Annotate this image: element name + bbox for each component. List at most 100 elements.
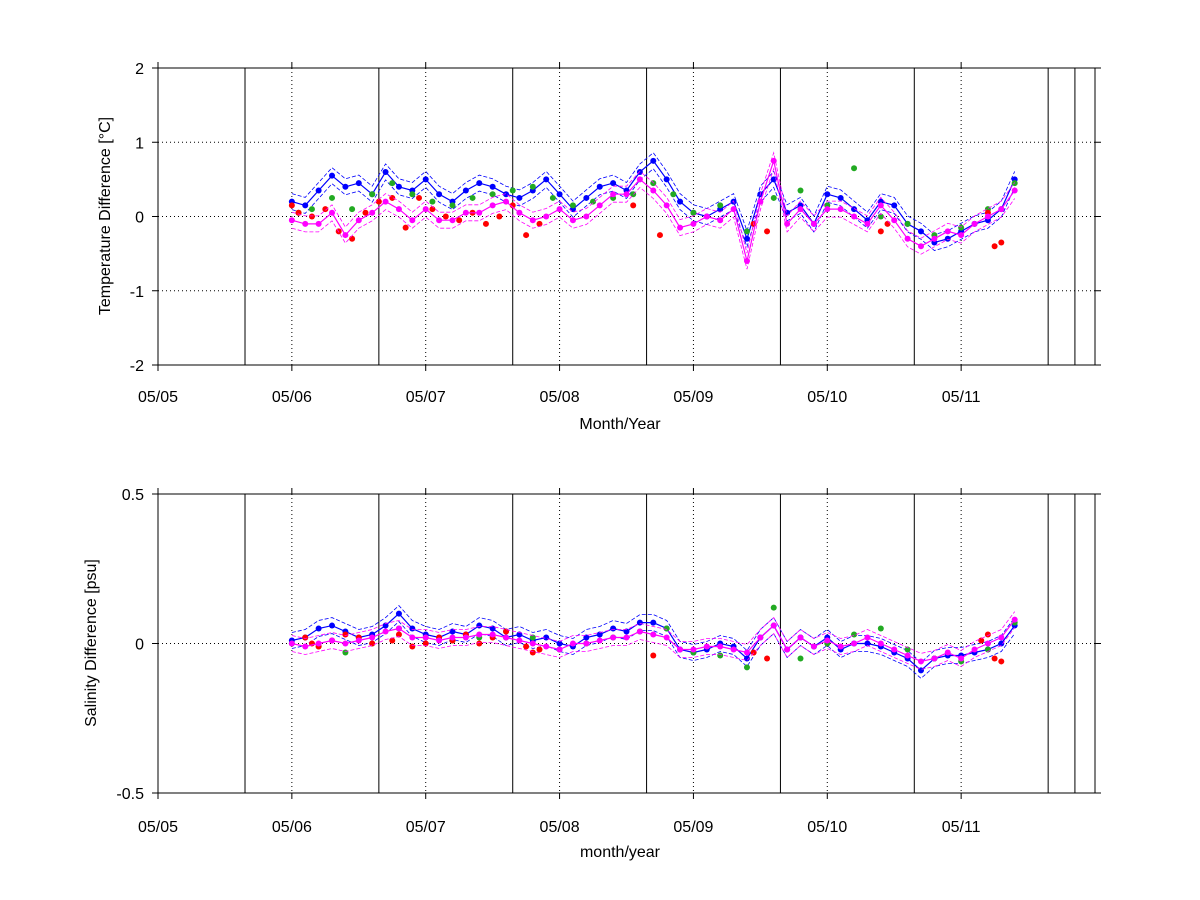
temperature-grid xyxy=(158,68,1095,365)
salinity-y-tick-label: 0.5 xyxy=(122,487,144,504)
temperature-green-point xyxy=(409,191,416,198)
temperature-red-point xyxy=(991,243,998,250)
salinity-blue-envelope-upper xyxy=(291,605,1016,663)
salinity-blue-point xyxy=(650,619,657,626)
temperature-blue-point xyxy=(610,180,617,187)
salinity-magenta-point xyxy=(917,658,924,665)
salinity-blue-point xyxy=(864,640,871,647)
temperature-blue-point xyxy=(503,191,510,198)
salinity-grid xyxy=(158,494,1095,793)
salinity-green-point xyxy=(663,625,670,632)
temperature-green-point xyxy=(851,165,858,172)
salinity-red-point xyxy=(523,643,530,650)
temperature-blue-point xyxy=(516,194,523,201)
salinity-x-tick-label: 05/11 xyxy=(942,819,981,836)
temperature-blue-point xyxy=(944,235,951,242)
salinity-magenta-point xyxy=(743,649,750,656)
temperature-green-point xyxy=(329,194,336,201)
temperature-blue-point xyxy=(650,157,657,164)
temperature-blue-point xyxy=(422,176,429,183)
salinity-x-axis-label: month/year xyxy=(580,844,661,861)
temperature-magenta-point xyxy=(797,206,804,213)
temperature-red-point xyxy=(630,202,637,209)
temperature-red-point xyxy=(375,198,382,205)
temperature-x-tick-label: 05/05 xyxy=(138,389,178,406)
temperature-x-tick-label: 05/10 xyxy=(807,389,847,406)
temperature-red-point xyxy=(998,239,1005,246)
temperature-magenta-point xyxy=(369,209,376,216)
salinity-magenta-point xyxy=(449,634,456,641)
salinity-blue-point xyxy=(583,634,590,641)
temperature-y-tick-label: 2 xyxy=(135,61,144,78)
temperature-green-point xyxy=(670,191,677,198)
salinity-magenta-point xyxy=(864,634,871,641)
temperature-ticks: 05/05 05/06 05/07 05/08 05/09 05/10 05/11 -2 -1 0… xyxy=(130,61,1101,406)
temperature-y-axis-label: Temperature Difference [°C] xyxy=(97,117,114,315)
temperature-magenta-point xyxy=(315,220,322,227)
salinity-green-point xyxy=(529,634,536,641)
salinity-magenta-point xyxy=(355,637,362,644)
temperature-red-point xyxy=(884,220,891,227)
temperature-magenta-point xyxy=(971,220,978,227)
temperature-blue-point xyxy=(543,176,550,183)
temperature-panel: 05/05 05/06 05/07 05/08 05/09 05/10 05/11 -2 -1 0… xyxy=(97,61,1101,433)
temperature-green-point xyxy=(489,191,496,198)
temperature-series xyxy=(288,151,1018,270)
salinity-magenta-point xyxy=(998,634,1005,641)
salinity-x-tick-label: 05/10 xyxy=(807,819,847,836)
salinity-magenta-point xyxy=(395,625,402,632)
temperature-magenta-point xyxy=(877,202,884,209)
salinity-x-tick-label: 05/06 xyxy=(272,819,312,836)
temperature-magenta-point xyxy=(663,202,670,209)
temperature-magenta-point xyxy=(730,206,737,213)
temperature-green-point xyxy=(529,183,536,190)
salinity-series xyxy=(288,604,1018,679)
temperature-blue-point xyxy=(315,187,322,194)
salinity-blue-point xyxy=(395,610,402,617)
temperature-magenta-point xyxy=(770,157,777,164)
salinity-magenta-point xyxy=(503,634,510,641)
salinity-red-point xyxy=(978,637,985,644)
salinity-x-tick-label: 05/05 xyxy=(138,819,178,836)
temperature-red-point xyxy=(482,220,489,227)
temperature-magenta-point xyxy=(302,220,309,227)
temperature-green-point xyxy=(308,206,315,213)
temperature-x-tick-label: 05/11 xyxy=(942,389,981,406)
temperature-blue-envelope-upper xyxy=(291,152,1016,235)
temperature-green-point xyxy=(690,209,697,216)
temperature-magenta-point xyxy=(958,232,965,239)
temperature-x-tick-label: 05/06 xyxy=(272,389,312,406)
temperature-red-point xyxy=(509,202,516,209)
temperature-green-point xyxy=(569,202,576,209)
temperature-magenta-point xyxy=(810,220,817,227)
temperature-magenta-point xyxy=(569,217,576,224)
temperature-magenta-point xyxy=(717,217,724,224)
temperature-red-point xyxy=(308,213,315,220)
temperature-blue-point xyxy=(329,172,336,179)
temperature-y-tick-label: -2 xyxy=(130,358,144,375)
temperature-green-point xyxy=(904,220,911,227)
salinity-blue-point xyxy=(998,640,1005,647)
temperature-red-point xyxy=(536,220,543,227)
salinity-blue-point xyxy=(382,622,389,629)
temperature-magenta-point xyxy=(984,213,991,220)
temperature-blue-point xyxy=(837,194,844,201)
temperature-blue-point xyxy=(436,191,443,198)
temperature-blue-point xyxy=(355,180,362,187)
salinity-blue-point xyxy=(489,625,496,632)
salinity-x-tick-label: 05/09 xyxy=(673,819,713,836)
temperature-magenta-point xyxy=(503,198,510,205)
salinity-y-tick-label: -0.5 xyxy=(116,786,144,803)
salinity-red-point xyxy=(764,655,771,662)
salinity-y-axis-label: Salinity Difference [psu] xyxy=(83,559,100,727)
salinity-magenta-point xyxy=(730,646,737,653)
temperature-magenta-point xyxy=(944,228,951,235)
temperature-magenta-point xyxy=(1011,187,1018,194)
salinity-magenta-point xyxy=(757,634,764,641)
temperature-green-point xyxy=(958,224,965,231)
salinity-magenta-point xyxy=(369,634,376,641)
temperature-red-point xyxy=(523,232,530,239)
salinity-blue-point xyxy=(315,625,322,632)
salinity-magenta-point xyxy=(436,637,443,644)
salinity-magenta-point xyxy=(891,646,898,653)
